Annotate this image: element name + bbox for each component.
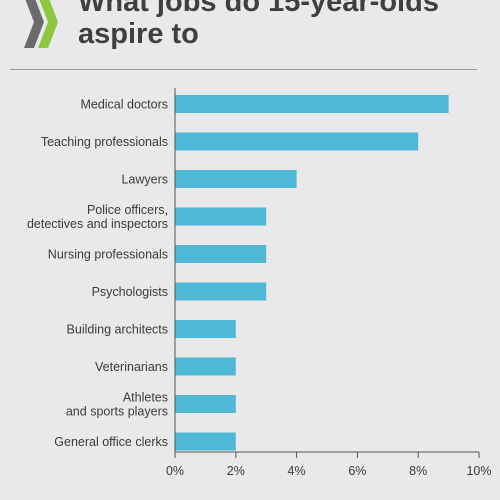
x-tick-label-2: 4%: [288, 464, 306, 478]
category-label-6: Building architects: [67, 323, 168, 337]
bar-8: [175, 395, 236, 413]
category-label-2: Lawyers: [121, 173, 168, 187]
x-tick-label-4: 8%: [409, 464, 427, 478]
bar-5: [175, 282, 267, 301]
bar-6: [175, 320, 236, 338]
category-label-5: Psychologists: [92, 285, 168, 299]
x-tick-label-1: 2%: [227, 464, 245, 478]
bar-0: [175, 95, 449, 113]
category-label-8: Athletes and sports players: [66, 391, 168, 419]
category-label-4: Nursing professionals: [48, 248, 168, 262]
category-label-7: Veterinarians: [95, 360, 168, 374]
oecd-chevrons-icon: [24, 0, 58, 48]
x-tick-label-0: 0%: [166, 464, 184, 478]
chart-title: What jobs do 15-year-olds aspire to: [78, 0, 439, 50]
bar-1: [175, 132, 419, 151]
bar-4: [175, 245, 267, 263]
title-divider: [10, 69, 477, 70]
category-label-1: Teaching professionals: [41, 135, 168, 149]
x-tick-label-5: 10%: [466, 464, 491, 478]
bar-9: [175, 432, 236, 451]
x-tick-label-3: 6%: [348, 464, 366, 478]
category-label-3: Police officers, detectives and inspector…: [27, 203, 168, 231]
bar-2: [175, 170, 297, 188]
category-label-9: General office clerks: [54, 435, 168, 449]
category-label-0: Medical doctors: [80, 98, 168, 112]
bar-7: [175, 357, 236, 376]
bar-3: [175, 207, 267, 226]
